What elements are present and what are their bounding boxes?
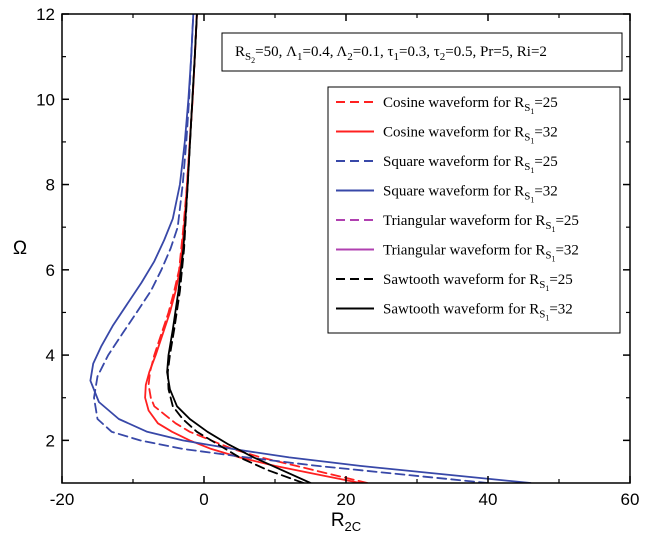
legend-label: Cosine waveform for RS1=32 xyxy=(383,125,558,146)
parameter-value: =0.4, xyxy=(303,44,337,60)
parameter-subsubscript: 2 xyxy=(251,56,255,65)
parameter-symbol: τ xyxy=(434,44,440,60)
x-tick-label: 20 xyxy=(337,490,356,509)
y-axis-title: Ω xyxy=(13,238,27,259)
series-line-3 xyxy=(93,14,489,483)
legend-label: Triangular waveform for RS1=25 xyxy=(383,213,579,234)
y-tick-label: 6 xyxy=(46,261,55,280)
y-tick-label: 12 xyxy=(36,5,55,24)
parameter-symbol: Λ xyxy=(336,44,347,60)
x-axis-title-subscript: 2C xyxy=(345,519,362,534)
x-axis-title: R2C xyxy=(331,510,361,534)
parameter-value: =0.3, xyxy=(399,44,434,60)
y-tick-label: 8 xyxy=(46,176,55,195)
parameter-symbol: τ xyxy=(388,44,394,60)
y-tick-label: 2 xyxy=(46,431,55,450)
parameter-value: =0.1, xyxy=(353,44,388,60)
parameter-subscript: S xyxy=(245,51,251,63)
parameter-symbol: Λ xyxy=(286,44,297,60)
legend-frame xyxy=(327,86,621,334)
parameter-subscript: 2 xyxy=(347,51,353,63)
series-line-7 xyxy=(166,14,305,483)
x-tick-label: 40 xyxy=(479,490,498,509)
series-line-4 xyxy=(89,14,532,483)
parameters-box-frame xyxy=(221,32,623,72)
parameter-subscript: 1 xyxy=(297,51,303,63)
parameter-subscript: 2 xyxy=(440,51,446,63)
series-layer xyxy=(89,14,532,483)
legend-label: Sawtooth waveform for RS1=32 xyxy=(383,302,573,323)
parameters-text: RS2=50, Λ1=0.4, Λ2=0.1, τ1=0.3, τ2=0.5, … xyxy=(235,44,547,65)
parameter-symbol: R xyxy=(235,44,245,60)
x-tick-label: 0 xyxy=(199,490,208,509)
parameter-value: =50, xyxy=(255,44,286,60)
parameter-value: =0.5, Pr=5, Ri=2 xyxy=(445,44,547,60)
ticks-layer xyxy=(61,13,631,483)
y-tick-label: 10 xyxy=(36,90,55,109)
parameter-subscript: 1 xyxy=(394,51,400,63)
x-tick-label: 60 xyxy=(621,490,640,509)
series-line-8 xyxy=(166,14,312,483)
legend-label: Sawtooth waveform for RS1=25 xyxy=(383,272,573,293)
legend: Cosine waveform for RS1=25 Cosine wavefor… xyxy=(327,86,621,334)
legend-label: Square waveform for RS1=25 xyxy=(383,154,558,175)
legend-label: Triangular waveform for RS1=32 xyxy=(383,243,579,264)
parameters-box: RS2=50, Λ1=0.4, Λ2=0.1, τ1=0.3, τ2=0.5, … xyxy=(221,32,623,72)
legend-label: Square waveform for RS1=32 xyxy=(383,184,558,205)
legend-label: Cosine waveform for RS1=25 xyxy=(383,95,558,116)
y-tick-label: 4 xyxy=(46,346,55,365)
x-axis-title-main: R xyxy=(331,510,345,531)
x-tick-label: -20 xyxy=(50,490,75,509)
